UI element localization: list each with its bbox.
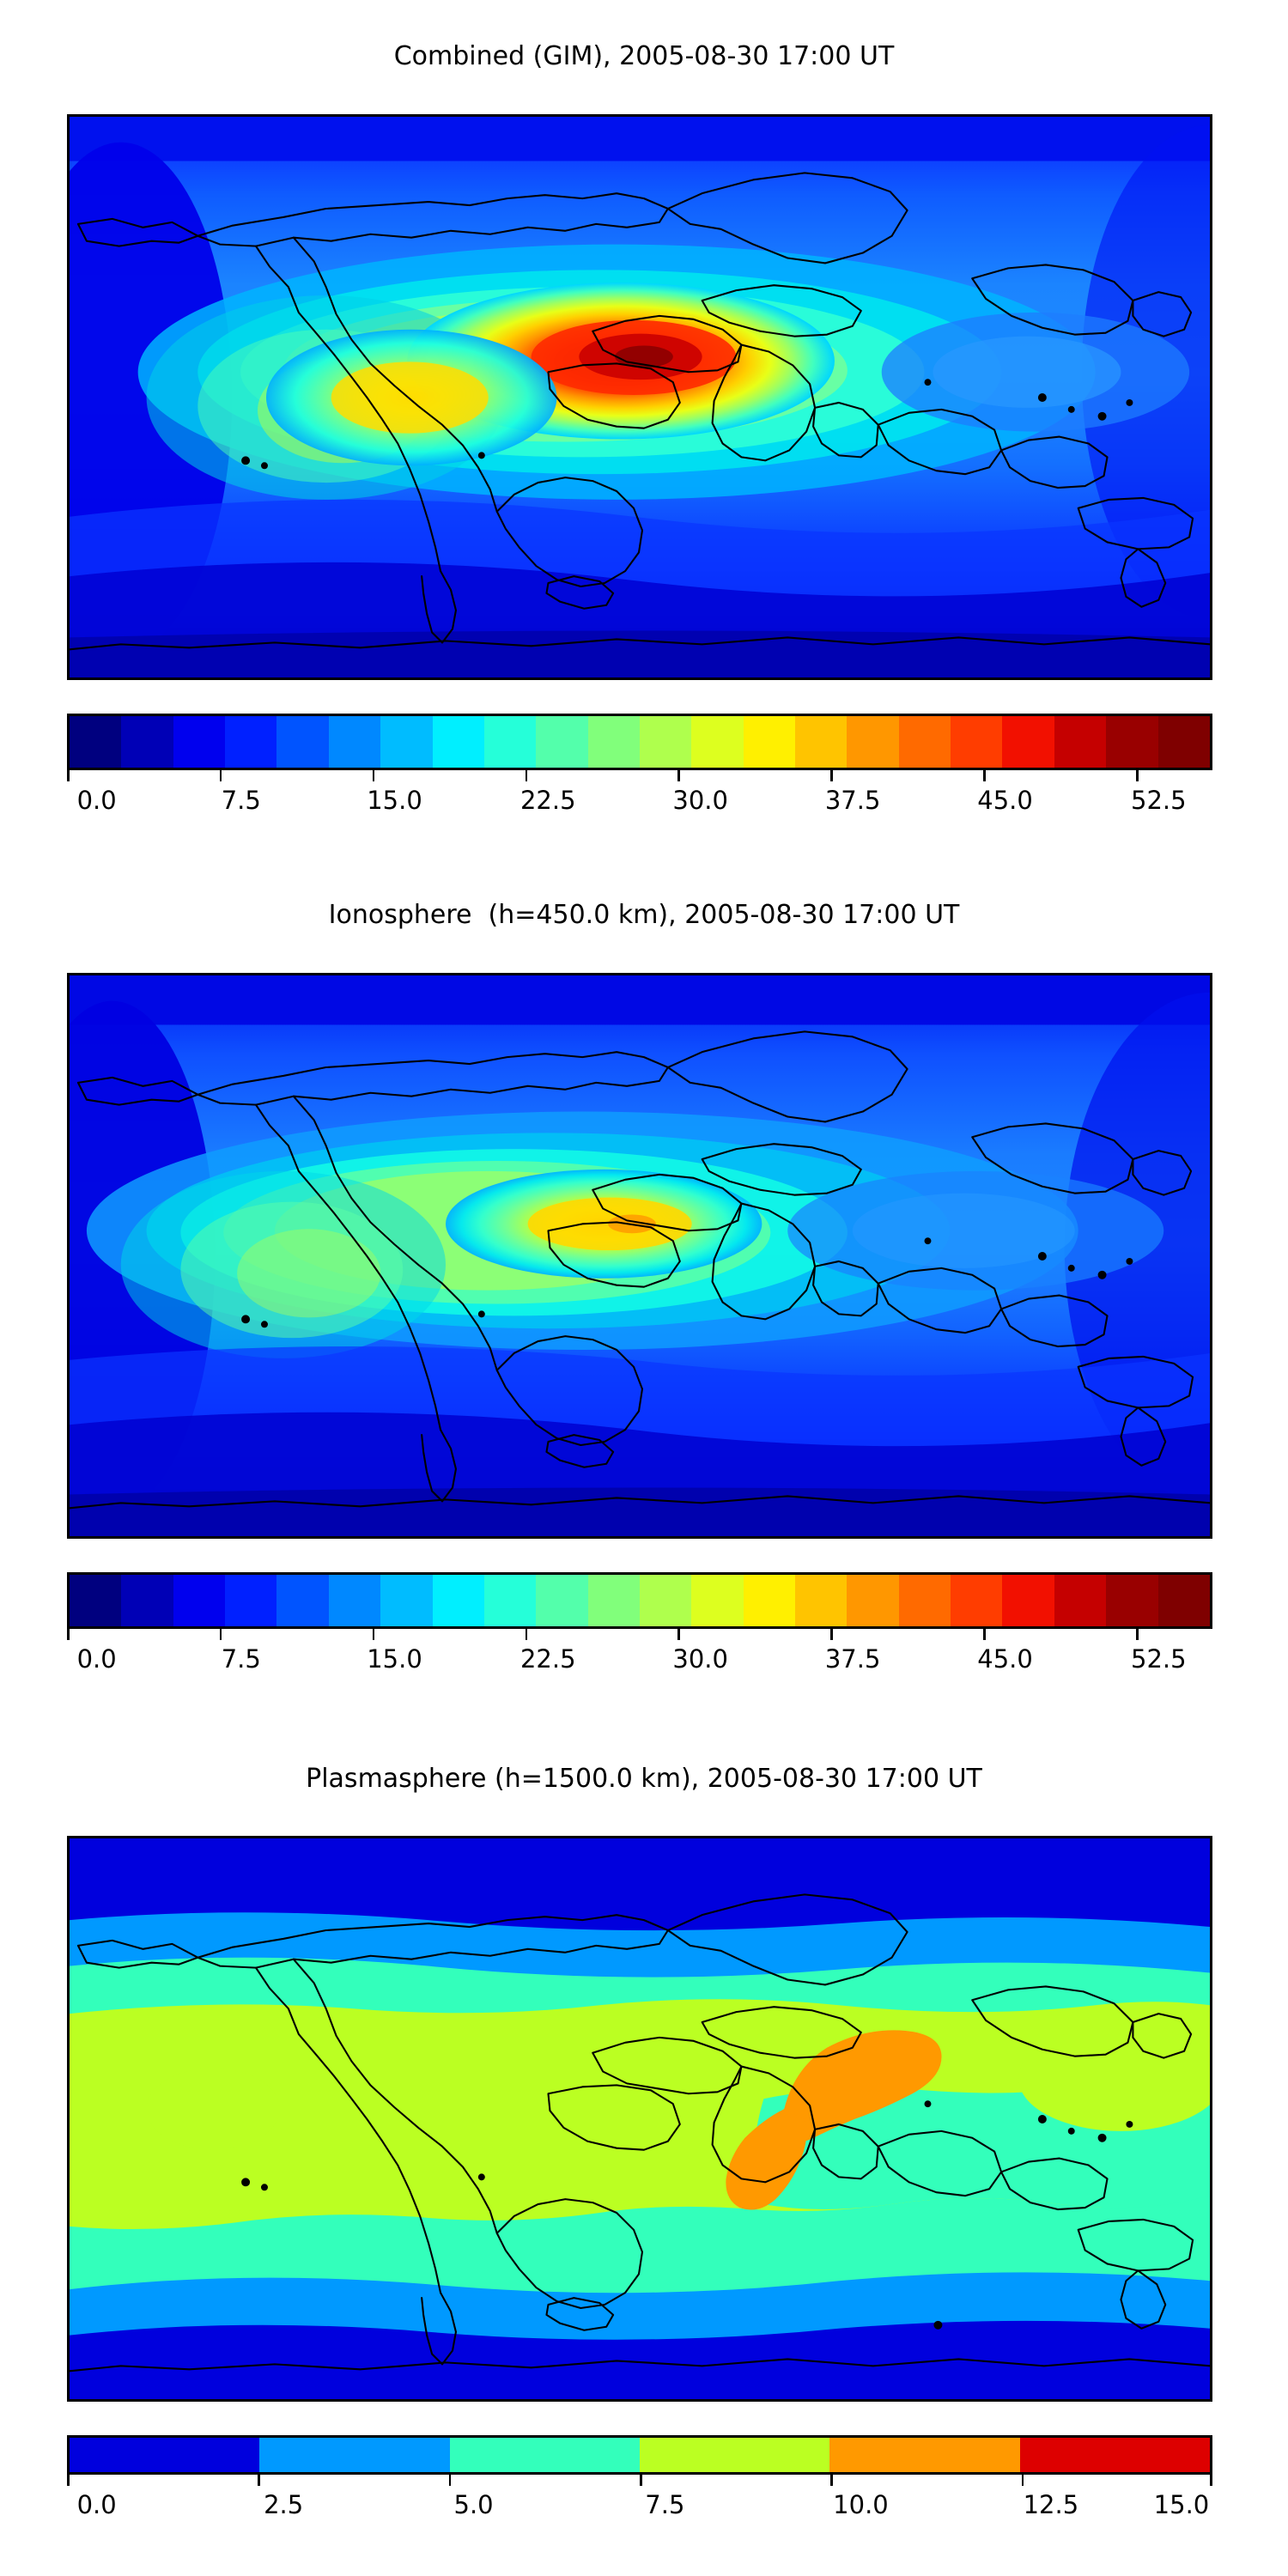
cb2-tick-0: 0.0 — [76, 1644, 117, 1674]
map-combined-svg — [70, 117, 1210, 677]
map-plasmasphere-svg — [70, 1838, 1210, 2399]
cb3-tick-3: 7.5 — [645, 2490, 685, 2519]
coastline-overlay — [70, 1030, 1210, 1510]
coastline-islands — [241, 1237, 1133, 1328]
colorbar-ionosphere: 0.0 7.5 15.0 22.5 30.0 37.5 45.0 52.5 — [67, 1572, 1212, 1675]
panel-plasmasphere: Plasmasphere (h=1500.0 km), 2005-08-30 1… — [0, 1743, 1288, 2576]
cb3-tick-4: 10.0 — [833, 2490, 889, 2519]
map-plasmasphere — [67, 1836, 1212, 2402]
panel-title-ionosphere: Ionosphere (h=450.0 km), 2005-08-30 17:0… — [328, 900, 960, 930]
panel-title-combined: Combined (GIM), 2005-08-30 17:00 UT — [393, 41, 895, 71]
colorbar-ionosphere-gradient — [67, 1572, 1212, 1629]
colorbar-combined-ticks — [67, 770, 1212, 782]
map-combined — [67, 114, 1212, 680]
cb2-tick-5: 37.5 — [824, 1644, 881, 1674]
cb1-tick-5: 37.5 — [824, 786, 881, 815]
colorbar-plasmasphere-ticks — [67, 2475, 1212, 2487]
cb3-tick-0: 0.0 — [76, 2490, 117, 2519]
cb3-tick-1: 2.5 — [264, 2490, 304, 2519]
panel-ionosphere: Ionosphere (h=450.0 km), 2005-08-30 17:0… — [0, 859, 1288, 1743]
cb2-tick-3: 22.5 — [519, 1644, 576, 1674]
colorbar-combined-gradient — [67, 714, 1212, 770]
cb1-tick-0: 0.0 — [76, 786, 117, 815]
cb2-tick-6: 45.0 — [977, 1644, 1033, 1674]
colorbar-ionosphere-ticks — [67, 1629, 1212, 1641]
map-ionosphere — [67, 973, 1212, 1539]
cb2-tick-7: 52.5 — [1131, 1644, 1187, 1674]
cb2-tick-1: 7.5 — [221, 1644, 261, 1674]
cb1-tick-1: 7.5 — [221, 786, 261, 815]
cb3-tick-2: 5.0 — [453, 2490, 494, 2519]
colorbar-combined: 0.0 7.5 15.0 22.5 30.0 37.5 45.0 52.5 — [67, 714, 1212, 817]
coastline-overlay — [70, 172, 1210, 651]
colorbar-plasmasphere-gradient — [67, 2435, 1212, 2475]
cb2-tick-4: 30.0 — [672, 1644, 728, 1674]
cb2-tick-2: 15.0 — [367, 1644, 422, 1674]
cb1-tick-3: 22.5 — [519, 786, 576, 815]
cb1-tick-4: 30.0 — [672, 786, 728, 815]
coastline-overlay — [70, 1893, 1210, 2372]
cb3-tick-6: 15.0 — [1153, 2490, 1210, 2519]
colorbar-plasmasphere: 0.0 2.5 5.0 7.5 10.0 12.5 15.0 — [67, 2435, 1212, 2538]
map-ionosphere-svg — [70, 975, 1210, 1536]
panel-title-plasmasphere: Plasmasphere (h=1500.0 km), 2005-08-30 1… — [306, 1764, 982, 1794]
panel-combined: Combined (GIM), 2005-08-30 17:00 UT — [0, 0, 1288, 859]
coastline-islands — [241, 379, 1133, 470]
cb3-tick-5: 12.5 — [1023, 2490, 1079, 2519]
cb1-tick-6: 45.0 — [977, 786, 1033, 815]
cb1-tick-7: 52.5 — [1131, 786, 1187, 815]
coastline-islands — [241, 2100, 1133, 2330]
cb1-tick-2: 15.0 — [367, 786, 422, 815]
